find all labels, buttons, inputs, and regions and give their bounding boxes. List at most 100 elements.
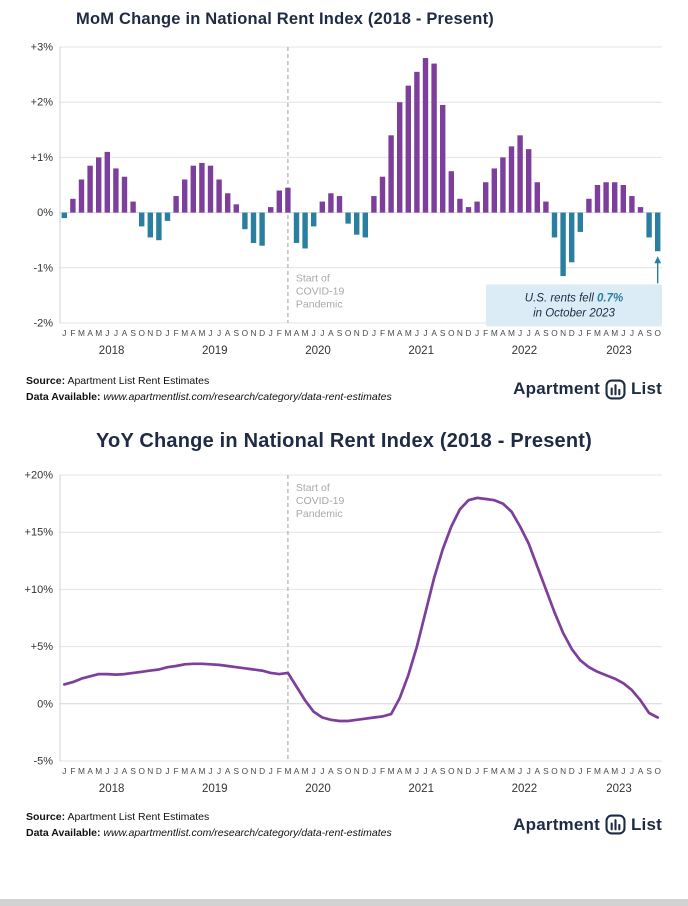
month-tick-label: J [630, 766, 634, 776]
mom-chart-section: MoM Change in National Rent Index (2018 … [0, 10, 688, 406]
month-tick-label: M [594, 766, 601, 776]
month-tick-label: A [397, 766, 403, 776]
month-tick-label: O [345, 328, 352, 338]
mom-bar [302, 212, 308, 249]
month-tick-label: A [431, 766, 437, 776]
month-tick-label: O [345, 766, 352, 776]
month-tick-label: J [475, 328, 479, 338]
year-label: 2023 [606, 783, 632, 795]
y-tick-label: +1% [31, 152, 54, 164]
month-tick-label: F [483, 766, 488, 776]
month-tick-label: J [208, 328, 212, 338]
mom-bar [96, 157, 102, 213]
month-tick-label: S [646, 328, 652, 338]
month-tick-label: M [491, 328, 498, 338]
year-label: 2022 [512, 783, 538, 795]
month-tick-label: M [198, 766, 205, 776]
mom-bar [104, 151, 110, 213]
covid-label: COVID-19 [296, 286, 345, 298]
month-tick-label: A [500, 328, 506, 338]
mom-bar [569, 212, 575, 263]
month-tick-label: M [508, 328, 515, 338]
month-tick-label: N [457, 328, 463, 338]
month-tick-label: N [560, 766, 566, 776]
data-available-label: Data Available: [26, 826, 101, 839]
month-tick-label: J [527, 766, 531, 776]
y-tick-label: -1% [33, 262, 53, 274]
month-tick-label: M [95, 766, 102, 776]
month-tick-label: M [405, 328, 412, 338]
month-tick-label: O [138, 328, 145, 338]
source-line: Source: Apartment List Rent Estimates [26, 809, 392, 825]
month-tick-label: M [198, 328, 205, 338]
callout-line1: U.S. rents fell 0.7% [525, 292, 623, 304]
covid-label: Start of [296, 273, 330, 285]
month-tick-label: A [638, 766, 644, 776]
month-tick-label: A [603, 328, 609, 338]
data-available-line: Data Available: www.apartmentlist.com/re… [26, 825, 392, 841]
source-value: Apartment List Rent Estimates [67, 375, 210, 387]
covid-label: COVID-19 [296, 495, 345, 507]
mom-bar [336, 196, 343, 213]
mom-bar [147, 212, 153, 238]
source-label: Source: [26, 375, 66, 387]
mom-bar [139, 212, 145, 227]
mom-bar [405, 85, 411, 213]
month-tick-label: A [122, 766, 128, 776]
month-tick-label: M [388, 328, 395, 338]
apartment-list-icon [605, 814, 626, 835]
mom-bar [500, 157, 506, 213]
y-tick-label: +15% [25, 526, 54, 538]
month-tick-label: J [114, 766, 118, 776]
month-tick-label: S [130, 766, 136, 776]
yoy-chart-section: YoY Change in National Rent Index (2018 … [0, 430, 688, 842]
month-tick-label: J [578, 328, 582, 338]
mom-bar [526, 149, 532, 213]
source-block: Source: Apartment List Rent Estimates Da… [26, 373, 392, 406]
callout-box [486, 284, 662, 327]
month-tick-label: N [354, 328, 360, 338]
month-tick-label: N [457, 766, 463, 776]
month-tick-label: O [654, 766, 661, 776]
year-label: 2018 [99, 345, 125, 357]
month-tick-label: S [337, 766, 343, 776]
month-tick-label: M [181, 766, 188, 776]
month-tick-label: O [448, 766, 455, 776]
mom-bar [199, 162, 205, 213]
mom-bar [328, 193, 334, 213]
mom-bar [474, 201, 480, 213]
mom-bar [543, 201, 549, 213]
month-tick-label: M [181, 328, 188, 338]
month-tick-label: J [475, 766, 479, 776]
month-tick-label: M [508, 766, 515, 776]
month-tick-label: D [466, 328, 472, 338]
month-tick-label: A [294, 328, 300, 338]
month-tick-label: J [62, 766, 66, 776]
mom-bar [465, 207, 472, 213]
month-tick-label: D [259, 766, 265, 776]
month-tick-label: F [174, 766, 179, 776]
month-tick-label: O [448, 328, 455, 338]
logo-word-apartment: Apartment [513, 379, 600, 399]
month-tick-label: J [527, 328, 531, 338]
mom-bar [491, 168, 497, 213]
mom-bar [586, 198, 592, 213]
month-tick-label: A [603, 766, 609, 776]
year-label: 2019 [202, 345, 228, 357]
month-tick-label: D [362, 328, 368, 338]
month-tick-label: N [147, 328, 153, 338]
month-tick-label: J [518, 766, 522, 776]
mom-bar [517, 135, 523, 213]
month-tick-label: N [147, 766, 153, 776]
y-tick-label: -2% [33, 318, 53, 330]
data-available-label: Data Available: [26, 391, 101, 404]
mom-bar [216, 179, 222, 213]
year-label: 2019 [202, 783, 228, 795]
month-tick-label: J [320, 766, 324, 776]
month-tick-label: F [380, 766, 385, 776]
callout-highlight: 0.7% [597, 292, 623, 304]
month-tick-label: F [277, 766, 282, 776]
mom-bar [397, 102, 403, 213]
month-tick-label: J [269, 328, 273, 338]
month-tick-label: M [405, 766, 412, 776]
